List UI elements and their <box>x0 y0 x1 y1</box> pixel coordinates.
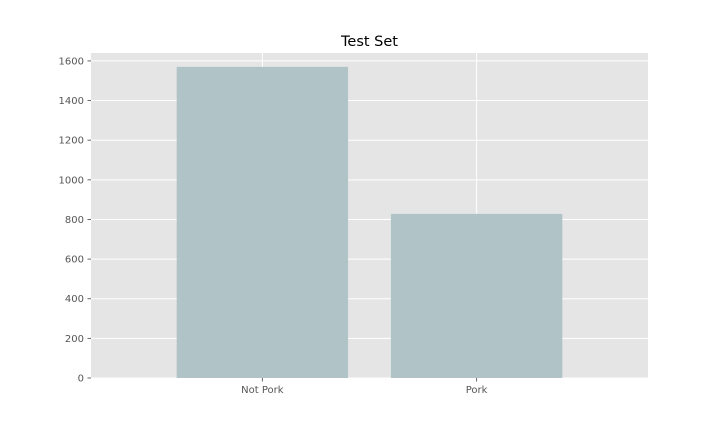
chart-title: Test Set <box>340 34 398 50</box>
x-tick-label: Not Pork <box>241 385 284 396</box>
x-tick-label: Pork <box>466 385 488 396</box>
y-tick-label: 0 <box>78 374 84 385</box>
y-tick-label: 1400 <box>59 96 84 107</box>
y-tick-label: 1600 <box>59 56 84 67</box>
y-tick-label: 200 <box>65 334 84 345</box>
y-tick-label: 600 <box>65 255 84 266</box>
y-tick-label: 800 <box>65 215 84 226</box>
bar-not-pork <box>176 66 349 378</box>
y-tick-label: 1000 <box>59 175 84 186</box>
y-axis: 0 200 400 600 800 1000 1200 1400 1600 <box>59 56 91 385</box>
x-axis: Not Pork Pork <box>241 378 488 396</box>
y-tick-label: 400 <box>65 294 84 305</box>
bar-pork <box>390 213 563 378</box>
plot-area <box>91 53 648 378</box>
bars <box>176 66 563 378</box>
y-tick-label: 1200 <box>59 136 84 147</box>
